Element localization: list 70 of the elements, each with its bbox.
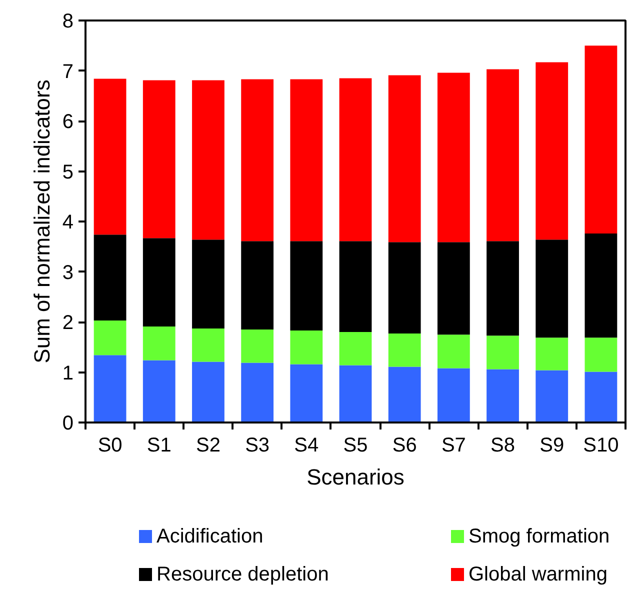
bar	[142, 238, 176, 327]
x-tick-label: S1	[146, 434, 172, 456]
x-tick-label: S5	[343, 434, 368, 456]
bar	[388, 334, 421, 367]
x-tick-label: S8	[490, 434, 516, 456]
bar	[192, 80, 224, 240]
bar	[142, 326, 176, 360]
bar	[584, 338, 618, 372]
bar	[486, 369, 519, 422]
bar	[584, 372, 618, 422]
y-tick-label: 6	[62, 111, 74, 133]
y-tick-label: 4	[62, 212, 74, 234]
y-tick-label: 1	[62, 362, 74, 384]
bar	[241, 362, 274, 422]
bar	[192, 328, 224, 362]
bar	[437, 368, 470, 422]
bar	[290, 241, 323, 331]
bar	[192, 240, 224, 329]
y-tick-label: 0	[62, 412, 74, 434]
bar	[339, 78, 372, 242]
x-tick-label: S4	[294, 434, 319, 456]
x-tick-label: S6	[392, 434, 417, 456]
legend-label: Smog formation	[468, 526, 610, 548]
x-tick-label: S10	[583, 434, 619, 456]
bar	[486, 241, 519, 336]
legend-label: Global warming	[468, 564, 608, 586]
bar	[437, 242, 470, 335]
x-tick-label: S9	[540, 434, 564, 456]
bar	[486, 69, 519, 242]
bar	[388, 366, 421, 422]
bar	[437, 72, 470, 242]
bar	[142, 80, 176, 238]
bar	[486, 336, 519, 370]
bar	[388, 242, 421, 334]
legend-label: Acidification	[156, 526, 264, 548]
legend-label: Resource depletion	[156, 564, 329, 586]
x-axis-title: Scenarios	[306, 464, 404, 490]
bar	[290, 79, 323, 242]
bar	[241, 330, 274, 363]
y-axis-title: Sum of normalized indicators	[29, 80, 54, 364]
bar	[536, 62, 568, 240]
bar	[339, 365, 372, 422]
y-tick-label: 3	[62, 262, 74, 284]
x-tick-label: S0	[98, 434, 122, 456]
bar	[388, 75, 421, 242]
bar	[437, 334, 470, 368]
x-tick-label: S2	[196, 434, 220, 456]
y-tick-label: 5	[62, 161, 74, 184]
bar	[241, 241, 274, 330]
bar	[94, 355, 126, 422]
bar	[339, 332, 372, 366]
x-tick-label: S7	[441, 434, 466, 456]
bar	[192, 362, 224, 422]
bar	[339, 241, 372, 332]
x-tick-label: S3	[245, 434, 270, 456]
y-tick-label: 8	[62, 10, 74, 32]
bar	[536, 370, 568, 422]
bar	[94, 320, 126, 356]
bar	[290, 330, 323, 364]
bar	[290, 364, 323, 422]
bar	[584, 46, 618, 234]
bar	[584, 234, 618, 338]
bar	[536, 338, 568, 370]
bar	[142, 360, 176, 422]
bar	[241, 79, 274, 242]
y-tick-label: 2	[62, 312, 74, 334]
bar	[94, 234, 126, 320]
y-tick-label: 7	[62, 60, 74, 83]
bar	[536, 240, 568, 338]
bar	[94, 78, 126, 235]
